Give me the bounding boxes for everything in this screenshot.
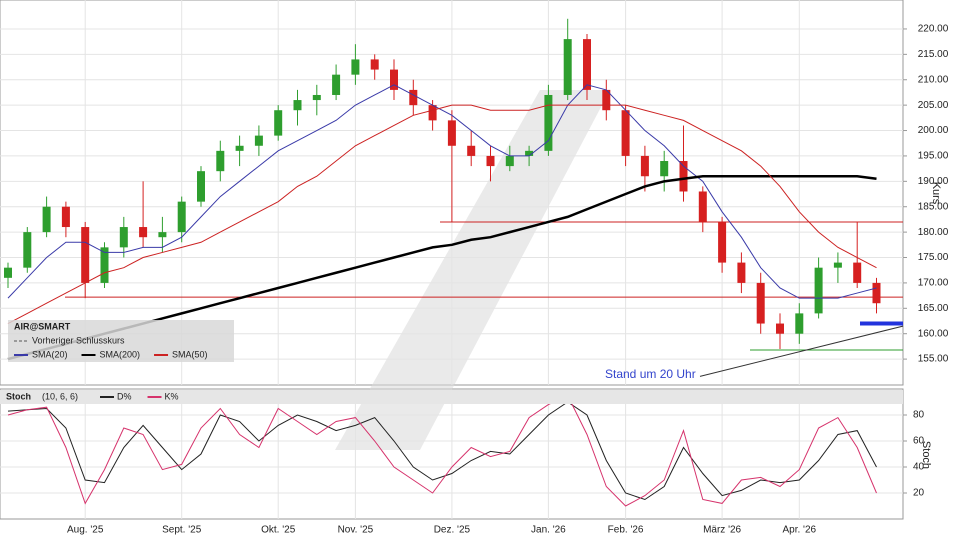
candle-body <box>351 59 360 75</box>
y-tick-label: 210.00 <box>918 74 949 85</box>
y-tick-label: 220.00 <box>918 24 949 35</box>
candle-body <box>390 69 398 90</box>
candle-body <box>254 135 263 146</box>
candle-body <box>640 155 649 177</box>
candle-body <box>428 105 437 121</box>
candle-body <box>293 100 302 111</box>
legend-entry: SMA(50) <box>172 349 208 359</box>
candle-body <box>833 262 842 268</box>
candle-body <box>602 89 611 111</box>
candle-body <box>447 120 456 146</box>
candle-body <box>23 232 32 268</box>
stoch-params: (10, 6, 6) <box>42 391 78 401</box>
stoch-legend-box <box>0 390 903 404</box>
y-tick-label: 160.00 <box>918 328 949 339</box>
y-tick-label: 200.00 <box>918 125 949 136</box>
candle-body <box>795 313 804 334</box>
candle-body <box>235 145 244 151</box>
y-tick-label: 155.00 <box>918 354 949 365</box>
candle-body <box>814 267 823 314</box>
candle-body <box>100 247 109 283</box>
candle-body <box>467 145 476 156</box>
candle-body <box>486 155 495 167</box>
series-line <box>7 394 877 507</box>
y-tick-label: 185.00 <box>918 201 949 212</box>
legend-entry: Vorheriger Schlusskurs <box>32 335 125 345</box>
series-line <box>7 104 877 324</box>
x-tick-label: Feb. '26 <box>608 525 644 536</box>
y-tick-label: 40 <box>913 462 925 473</box>
legend-entry: SMA(200) <box>100 349 141 359</box>
candle-body <box>872 282 881 304</box>
legend-entry: D% <box>117 391 132 401</box>
x-tick-label: Dez. '25 <box>434 525 471 536</box>
x-tick-label: Aug. '25 <box>67 525 104 536</box>
candle-body <box>61 206 70 228</box>
candle-body <box>139 227 148 238</box>
candle-body <box>756 282 765 324</box>
y-axis-title: Stoch <box>920 441 932 469</box>
candle-body <box>505 155 514 167</box>
y-tick-label: 165.00 <box>918 303 949 314</box>
candle-body <box>158 232 167 238</box>
candle-body <box>679 161 688 192</box>
candle-body <box>853 262 862 283</box>
candle-body <box>370 59 379 70</box>
legend-box <box>8 320 234 362</box>
candle-body <box>718 221 727 263</box>
candle-body <box>42 206 51 233</box>
candle-body <box>81 227 90 283</box>
candle-body <box>698 191 707 222</box>
candle-body <box>660 161 669 177</box>
annotation: Stand um 20 Uhr <box>605 367 696 381</box>
candle-body <box>544 94 553 151</box>
y-tick-label: 190.00 <box>918 176 949 187</box>
y-tick-label: 20 <box>913 488 925 499</box>
stoch-title: Stoch <box>6 391 31 401</box>
x-tick-label: Sept. '25 <box>162 525 202 536</box>
y-tick-label: 175.00 <box>918 252 949 263</box>
candle-body <box>583 39 591 90</box>
candle-body <box>563 39 572 95</box>
series-line <box>7 84 877 299</box>
y-axis-title: Kurs <box>930 182 942 205</box>
y-tick-label: 60 <box>913 436 925 447</box>
trendline <box>699 325 904 377</box>
x-tick-label: Apr. '26 <box>782 525 816 536</box>
candle-body <box>621 110 630 156</box>
series-line <box>7 401 877 501</box>
candle-body <box>274 110 283 136</box>
x-tick-label: Jan. '26 <box>531 525 566 536</box>
candle-body <box>216 150 225 172</box>
y-tick-label: 215.00 <box>918 49 949 60</box>
candle-body <box>737 262 746 283</box>
y-tick-label: 195.00 <box>918 151 949 162</box>
x-tick-label: Okt. '25 <box>261 525 296 536</box>
candle-body <box>525 150 534 156</box>
legend-entry: K% <box>165 391 179 401</box>
candle-body <box>776 323 784 334</box>
y-tick-label: 170.00 <box>918 278 949 289</box>
candle-body <box>119 227 128 248</box>
x-tick-label: Nov. '25 <box>338 525 374 536</box>
candle-body <box>177 201 186 233</box>
candle-body <box>4 267 12 278</box>
candle-body <box>332 74 341 95</box>
candle-body <box>312 94 321 101</box>
watermark <box>335 90 610 450</box>
legend-entry: SMA(20) <box>32 349 68 359</box>
candle-body <box>409 89 418 106</box>
y-tick-label: 80 <box>913 410 925 421</box>
y-tick-label: 180.00 <box>918 227 949 238</box>
candle-body <box>197 171 205 202</box>
y-tick-label: 205.00 <box>918 100 949 111</box>
x-tick-label: März '26 <box>703 525 741 536</box>
legend-symbol: AIR@SMART <box>14 321 71 331</box>
